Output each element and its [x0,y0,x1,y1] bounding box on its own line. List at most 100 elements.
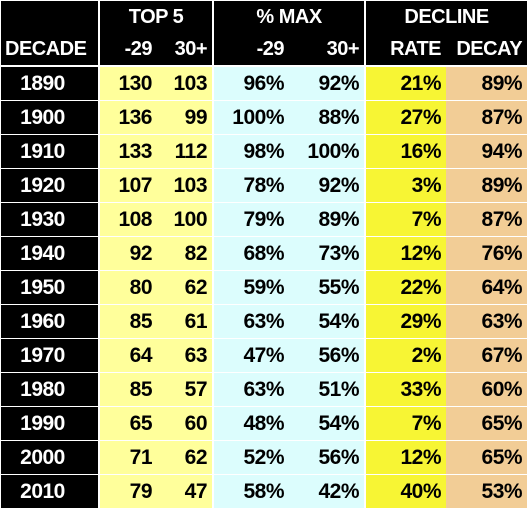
column-header-row: DECADE -29 30+ -29 30+ RATE DECAY [1,33,527,66]
cell-top5-under29: 92 [99,237,157,271]
cell-top5-30plus: 100 [157,203,213,237]
column-header-top5-30plus: 30+ [157,33,213,66]
cell-top5-under29: 130 [99,66,157,101]
cell-decade: 1960 [1,305,99,339]
cell-pctmax-under29: 100% [213,101,289,135]
cell-pctmax-under29: 96% [213,66,289,101]
cell-decline-decay: 65% [446,407,527,441]
cell-top5-under29: 108 [99,203,157,237]
cell-decline-decay: 60% [446,373,527,407]
cell-decline-rate: 21% [365,66,446,101]
cell-top5-30plus: 99 [157,101,213,135]
cell-pctmax-under29: 59% [213,271,289,305]
cell-decade: 1980 [1,373,99,407]
cell-decline-decay: 63% [446,305,527,339]
cell-pctmax-under29: 68% [213,237,289,271]
cell-pctmax-under29: 48% [213,407,289,441]
cell-top5-under29: 80 [99,271,157,305]
cell-top5-under29: 85 [99,373,157,407]
cell-decline-decay: 64% [446,271,527,305]
cell-decade: 1890 [1,66,99,101]
cell-top5-30plus: 112 [157,135,213,169]
cell-decade: 1900 [1,101,99,135]
cell-decade: 1940 [1,237,99,271]
cell-decade: 1970 [1,339,99,373]
cell-top5-under29: 133 [99,135,157,169]
cell-decline-rate: 3% [365,169,446,203]
cell-top5-under29: 64 [99,339,157,373]
cell-pctmax-30plus: 56% [289,339,365,373]
cell-top5-under29: 65 [99,407,157,441]
cell-decade: 2000 [1,441,99,475]
cell-pctmax-under29: 47% [213,339,289,373]
cell-pctmax-under29: 78% [213,169,289,203]
column-header-pctmax-under29: -29 [213,33,289,66]
cell-pctmax-under29: 52% [213,441,289,475]
cell-decline-decay: 76% [446,237,527,271]
cell-decade: 1990 [1,407,99,441]
cell-decade: 1910 [1,135,99,169]
column-header-decay: DECAY [446,33,527,66]
cell-decline-rate: 7% [365,203,446,237]
cell-decline-rate: 33% [365,373,446,407]
cell-top5-30plus: 57 [157,373,213,407]
cell-decline-rate: 16% [365,135,446,169]
cell-top5-30plus: 60 [157,407,213,441]
group-header-empty [1,1,99,33]
column-header-rate: RATE [365,33,446,66]
column-header-pctmax-30plus: 30+ [289,33,365,66]
group-header-row: TOP 5 % MAX DECLINE [1,1,527,33]
cell-pctmax-30plus: 92% [289,66,365,101]
group-header-top5: TOP 5 [99,1,213,33]
cell-decline-rate: 29% [365,305,446,339]
cell-decline-rate: 27% [365,101,446,135]
cell-decline-decay: 94% [446,135,527,169]
group-header-pct-max: % MAX [213,1,365,33]
cell-top5-30plus: 82 [157,237,213,271]
cell-pctmax-30plus: 100% [289,135,365,169]
cell-decline-rate: 12% [365,237,446,271]
cell-top5-30plus: 61 [157,305,213,339]
cell-top5-under29: 71 [99,441,157,475]
cell-pctmax-30plus: 73% [289,237,365,271]
cell-top5-30plus: 62 [157,271,213,305]
cell-decade: 1920 [1,169,99,203]
cell-top5-30plus: 62 [157,441,213,475]
cell-pctmax-30plus: 92% [289,169,365,203]
cell-decline-decay: 87% [446,101,527,135]
cell-decline-decay: 89% [446,66,527,101]
cell-pctmax-30plus: 56% [289,441,365,475]
cell-pctmax-under29: 98% [213,135,289,169]
cell-pctmax-under29: 63% [213,305,289,339]
column-header-top5-under29: -29 [99,33,157,66]
cell-decline-decay: 87% [446,203,527,237]
cell-top5-30plus: 103 [157,169,213,203]
cell-top5-under29: 107 [99,169,157,203]
cell-decline-rate: 22% [365,271,446,305]
cell-top5-30plus: 103 [157,66,213,101]
table-header: TOP 5 % MAX DECLINE DECADE -29 30+ -29 3… [1,1,527,66]
group-header-decline: DECLINE [365,1,527,33]
cell-decade: 1930 [1,203,99,237]
column-header-decade: DECADE [1,33,99,66]
cell-decline-decay: 67% [446,339,527,373]
cell-top5-30plus: 63 [157,339,213,373]
cell-pctmax-30plus: 89% [289,203,365,237]
cell-pctmax-30plus: 88% [289,101,365,135]
cell-decline-decay: 89% [446,169,527,203]
cell-top5-under29: 85 [99,305,157,339]
